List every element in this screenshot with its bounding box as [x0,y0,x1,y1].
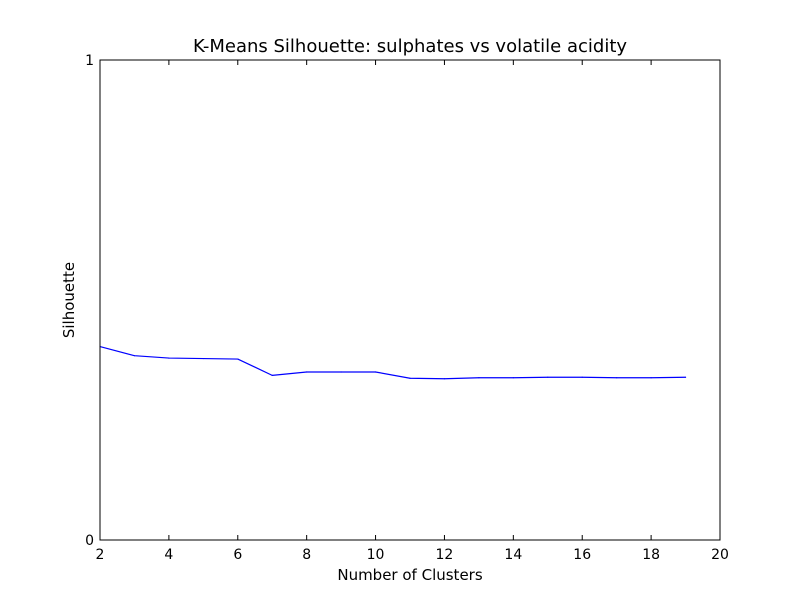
x-tick-label: 6 [233,547,242,563]
data-point [133,355,136,357]
x-tick-label: 8 [302,547,311,563]
x-tick-label: 14 [504,547,522,563]
y-tick-label: 0 [85,533,94,549]
y-tick-label: 1 [85,53,94,69]
data-point [581,376,583,378]
x-tick-label: 18 [642,547,660,563]
plot-area [100,60,720,540]
series-line [99,345,686,380]
data-point [340,371,342,373]
x-tick-label: 20 [711,547,729,563]
x-tick-label: 4 [164,547,173,563]
x-tick-label: 2 [96,547,105,563]
data-point [237,358,239,360]
chart-title: K-Means Silhouette: sulphates vs volatil… [193,36,627,57]
data-point [443,378,446,380]
y-axis-title: Silhouette [60,262,78,338]
ticks-layer: 2 4 6 8 10 12 14 16 18 20 0 1 [85,53,729,563]
data-point [478,377,480,379]
data-point [306,371,308,373]
data-point [616,377,618,379]
data-point [374,371,377,373]
data-point [409,377,411,379]
data-point [512,377,514,379]
x-tick-label: 16 [573,547,591,563]
data-point [684,376,687,378]
x-tick-label: 12 [436,547,454,563]
x-axis-title: Number of Clusters [337,566,482,584]
x-tick-label: 10 [367,547,385,563]
data-point [202,357,204,360]
data-point [168,357,170,359]
data-point [650,377,652,379]
data-point [547,376,549,378]
data-point [271,374,273,376]
plot-frame [99,59,721,541]
